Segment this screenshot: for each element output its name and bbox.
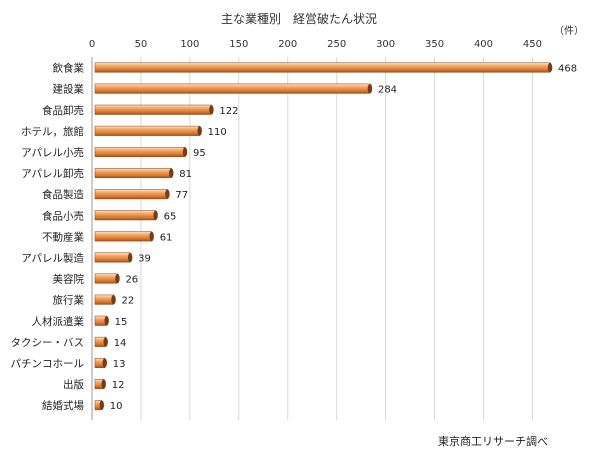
x-tick-label: 350 [425,39,444,50]
data-label: 77 [175,190,188,201]
source-note: 東京商工リサーチ調べ [438,435,548,448]
x-tick-label: 400 [474,39,493,50]
x-tick-label: 50 [135,39,148,50]
data-label: 61 [160,232,173,243]
category-label: アパレル卸売 [21,167,84,180]
data-label: 26 [125,275,138,286]
x-tick-label: 250 [327,39,346,50]
bar [94,252,131,263]
data-label: 81 [179,169,192,180]
bar-end-cap [149,231,154,242]
bar [94,294,114,305]
category-label: 人材派遣業 [32,315,85,328]
bar-end-cap [153,210,158,220]
data-label: 13 [113,359,126,370]
category-label: 飲食業 [53,62,85,75]
category-label: 食品小売 [42,209,84,222]
data-label: 284 [378,85,397,96]
x-tick-label: 300 [376,39,395,50]
bar-end-cap [103,337,108,347]
data-label: 12 [112,380,125,391]
bar-end-cap [209,105,214,115]
bar-end-cap [165,189,170,199]
bar-end-cap [101,379,106,389]
bar [94,125,200,136]
x-tick-label: 150 [229,39,248,50]
bar [94,146,186,157]
data-label: 22 [122,296,135,307]
bar-end-cap [127,252,133,263]
x-tick-label: 200 [278,39,297,50]
bar-end-cap [547,62,553,73]
bar-end-cap [102,358,107,368]
data-label: 65 [164,211,177,222]
bar-end-cap [197,126,202,136]
chart-title: 主な業種別 経営破たん状況 [220,12,377,26]
bar [94,273,118,284]
bar [94,189,168,200]
data-label: 14 [114,338,127,349]
category-label: 建設業 [53,83,85,96]
category-label: アパレル小売 [21,146,84,159]
data-label: 95 [193,148,206,159]
x-tick-label: 450 [523,39,542,50]
bar-end-cap [111,294,116,305]
category-label: タクシー・バス [11,337,85,349]
category-label: アパレル製造 [21,251,84,264]
bar [94,83,371,94]
data-label: 15 [115,317,128,328]
x-tick-label: 0 [89,39,95,50]
category-label: 出版 [63,378,84,391]
data-label: 10 [110,401,123,412]
x-tick-label: 100 [180,39,199,50]
bar-end-cap [104,316,109,326]
bar-end-cap [169,168,174,178]
data-label: 110 [208,127,227,138]
bar-end-cap [367,83,373,94]
bar [94,104,212,115]
unit-label: （件） [554,26,584,37]
category-label: 結婚式場 [42,399,84,412]
data-label: 468 [558,64,577,75]
bar-end-cap [115,273,120,284]
category-label: 旅行業 [53,294,85,307]
category-label: 食品卸売 [42,104,84,117]
bar-end-cap [182,147,188,157]
bar-end-cap [99,400,104,410]
data-label: 122 [219,106,238,117]
category-label: 食品製造 [42,188,84,201]
data-label: 39 [138,253,151,264]
category-label: パチンコホール [11,358,85,370]
bar [94,62,551,73]
category-label: 美容院 [53,273,85,286]
bar [94,210,156,221]
category-label: 不動産業 [42,230,84,243]
bar [94,168,172,179]
category-label: ホテル，旅館 [21,125,84,138]
bar [94,231,152,242]
